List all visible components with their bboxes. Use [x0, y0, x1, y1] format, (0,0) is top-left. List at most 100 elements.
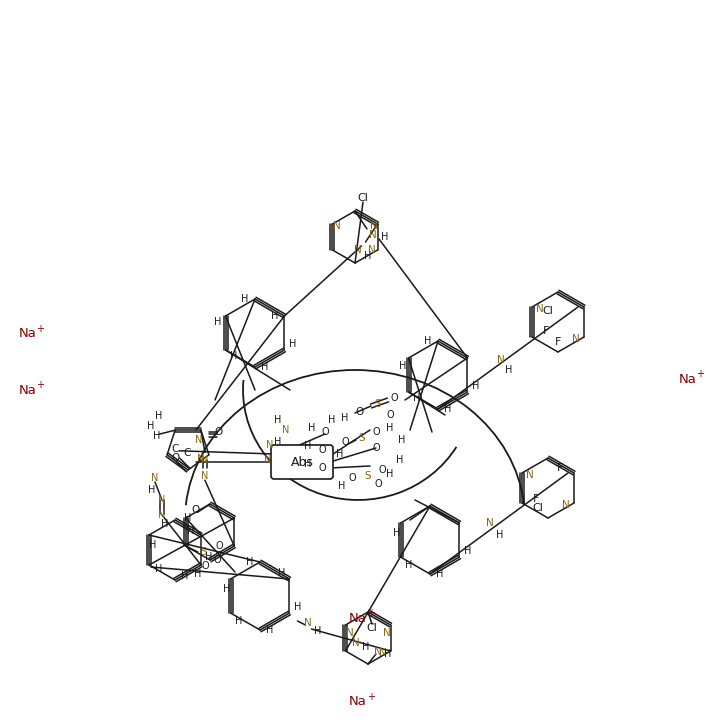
- Text: H: H: [342, 413, 349, 423]
- Text: H: H: [230, 351, 237, 361]
- Text: O: O: [386, 410, 394, 420]
- Text: H: H: [304, 459, 311, 469]
- Text: +: +: [367, 608, 375, 618]
- Text: H: H: [472, 381, 479, 391]
- Text: O: O: [356, 407, 364, 417]
- Text: H: H: [235, 616, 242, 626]
- Text: N: N: [354, 245, 362, 255]
- Text: Na: Na: [349, 695, 367, 708]
- Text: O: O: [374, 479, 382, 489]
- Text: H: H: [266, 625, 274, 635]
- Text: O: O: [214, 555, 221, 565]
- Text: N: N: [374, 647, 382, 657]
- Text: F: F: [555, 337, 561, 347]
- Text: O: O: [318, 445, 326, 455]
- Text: H: H: [294, 602, 301, 612]
- Text: H: H: [425, 336, 432, 346]
- Text: S: S: [374, 399, 382, 409]
- Text: H: H: [382, 232, 389, 242]
- Text: H: H: [214, 317, 221, 327]
- Text: S: S: [359, 433, 365, 443]
- Text: N: N: [264, 455, 271, 465]
- Text: N: N: [197, 454, 205, 464]
- Text: N: N: [266, 440, 274, 450]
- Text: Na: Na: [19, 327, 36, 340]
- Text: H: H: [194, 569, 201, 579]
- Text: N: N: [369, 221, 377, 231]
- Text: O: O: [378, 465, 386, 475]
- Text: O: O: [172, 453, 180, 463]
- Text: N: N: [526, 470, 534, 480]
- Text: H: H: [309, 423, 316, 433]
- Text: O: O: [202, 561, 210, 571]
- Text: H: H: [184, 513, 192, 523]
- Text: H: H: [339, 481, 346, 491]
- Text: H: H: [150, 540, 157, 550]
- Text: H: H: [384, 649, 392, 659]
- Text: N: N: [195, 435, 203, 445]
- Text: O: O: [318, 463, 326, 473]
- Text: N: N: [382, 628, 390, 638]
- FancyBboxPatch shape: [271, 445, 333, 479]
- Text: N: N: [497, 355, 505, 365]
- Text: C: C: [183, 448, 190, 457]
- Text: N: N: [151, 473, 159, 483]
- Text: H: H: [436, 569, 444, 579]
- Text: H: H: [148, 485, 155, 495]
- Text: N: N: [572, 334, 580, 344]
- Text: N: N: [352, 638, 359, 648]
- Text: Na: Na: [19, 384, 36, 397]
- Text: F: F: [557, 463, 563, 473]
- Text: N: N: [486, 518, 494, 529]
- Text: Abs: Abs: [291, 455, 314, 468]
- Text: H: H: [261, 362, 268, 372]
- Text: H: H: [496, 531, 503, 541]
- Text: H: H: [364, 251, 371, 261]
- Text: F: F: [533, 494, 539, 504]
- Text: H: H: [387, 423, 394, 433]
- Text: H: H: [161, 519, 169, 529]
- Text: O: O: [372, 427, 379, 437]
- Text: H: H: [329, 415, 336, 425]
- Text: H: H: [274, 415, 281, 425]
- Text: H: H: [314, 626, 321, 636]
- Text: H: H: [241, 294, 248, 304]
- Text: H: H: [304, 441, 311, 451]
- Text: Cl: Cl: [533, 503, 543, 513]
- Text: H: H: [246, 557, 253, 567]
- Text: O: O: [321, 427, 329, 437]
- Text: N: N: [282, 425, 290, 435]
- Text: H: H: [271, 311, 278, 321]
- Text: Na: Na: [679, 373, 696, 386]
- Text: H: H: [464, 546, 471, 556]
- Text: H: H: [337, 449, 344, 459]
- Text: H: H: [398, 435, 406, 445]
- Text: N: N: [346, 628, 354, 638]
- Text: O: O: [192, 505, 200, 515]
- Text: N: N: [304, 618, 311, 628]
- Text: +: +: [367, 692, 375, 702]
- Text: Cl: Cl: [367, 623, 377, 633]
- Text: H: H: [274, 437, 281, 447]
- Text: H: H: [223, 584, 231, 594]
- Text: H: H: [387, 469, 394, 479]
- Text: N: N: [333, 221, 340, 231]
- Text: N: N: [201, 455, 208, 465]
- Text: O: O: [342, 437, 349, 447]
- Text: S: S: [364, 471, 372, 481]
- Text: H: H: [155, 564, 163, 574]
- Text: N: N: [158, 495, 165, 505]
- Text: +: +: [697, 369, 705, 379]
- Text: H: H: [505, 365, 513, 375]
- Text: H: H: [153, 431, 161, 442]
- Text: O: O: [216, 541, 223, 551]
- Text: N: N: [201, 471, 208, 481]
- Text: H: H: [181, 571, 189, 581]
- Text: H: H: [289, 339, 296, 349]
- Text: N: N: [367, 245, 375, 255]
- Text: O: O: [215, 427, 223, 437]
- Text: H: H: [147, 421, 155, 431]
- Text: H: H: [278, 568, 285, 578]
- Text: S: S: [200, 547, 207, 557]
- Text: N: N: [536, 304, 544, 314]
